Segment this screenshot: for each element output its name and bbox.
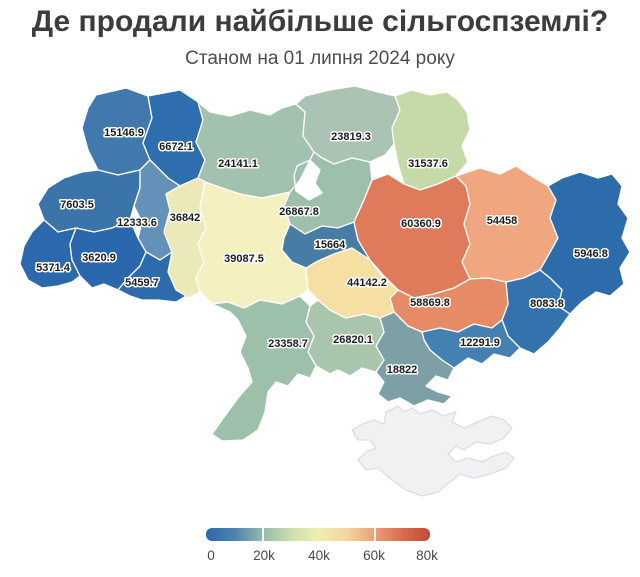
- region-value-label-zaporizhzhia: 12291.9: [460, 337, 500, 349]
- region-value-label-ivano-frankivsk: 3620.9: [82, 252, 116, 264]
- region-value-label-kherson: 18822: [387, 364, 418, 376]
- region-luhansk: [539, 171, 631, 315]
- region-value-label-kyiv: 26867.8: [279, 206, 319, 218]
- region-value-label-luhansk: 5946.8: [574, 248, 608, 260]
- page-subtitle: Станом на 01 липня 2024 року: [185, 48, 455, 69]
- region-value-label-odesa: 23358.7: [268, 338, 308, 350]
- region-value-label-kirovohrad: 44142.2: [347, 277, 387, 289]
- legend-tick-40k: 40k: [308, 548, 330, 563]
- region-value-label-vinnytsia: 39087.5: [224, 253, 264, 265]
- region-value-label-donetsk: 8083.8: [530, 298, 564, 310]
- region-value-label-ternopil: 12333.6: [117, 217, 157, 229]
- legend-separator: [262, 528, 264, 541]
- region-value-label-chernihiv: 23819.3: [331, 131, 371, 143]
- page-title: Де продали найбільше сільгоспземлі?: [31, 5, 609, 38]
- legend-tick-80k: 80k: [416, 548, 438, 563]
- region-value-label-poltava: 60360.9: [401, 218, 441, 230]
- region-value-label-kharkiv: 54458: [487, 215, 518, 227]
- region-value-label-lviv: 7603.5: [60, 199, 94, 211]
- legend-tick-0: 0: [207, 548, 215, 563]
- header: Де продали найбільше сільгоспземлі? Стан…: [0, 0, 640, 70]
- region-value-label-cherkasy: 15664: [315, 239, 346, 251]
- region-kirovohrad: [305, 247, 399, 319]
- color-legend: 0 20k 40k 60k 80k: [206, 528, 438, 566]
- region-crimea: [351, 405, 515, 497]
- legend-tick-labels: 0 20k 40k 60k 80k: [206, 548, 438, 566]
- region-value-label-volyn: 15146.9: [104, 127, 144, 139]
- region-odesa: [211, 295, 317, 442]
- region-value-label-mykolaiv: 26820.1: [333, 334, 373, 346]
- map-regions: [19, 85, 631, 497]
- region-value-label-zhytomyr: 24141.1: [218, 158, 258, 170]
- region-value-label-zakarpattia: 5371.4: [36, 262, 71, 274]
- legend-tick-60k: 60k: [363, 548, 385, 563]
- region-chernivtsi: [117, 251, 187, 303]
- region-value-label-rivne: 6672.1: [159, 141, 193, 153]
- legend-gradient-bar: [206, 528, 430, 541]
- legend-separator: [374, 528, 376, 541]
- region-value-label-sumy: 31537.6: [408, 158, 448, 170]
- legend-tick-20k: 20k: [253, 548, 275, 563]
- region-sumy: [391, 89, 471, 191]
- region-value-label-chernivtsi: 5459.7: [125, 277, 159, 289]
- region-value-label-khmelnytskyi: 36842: [170, 212, 201, 224]
- map-labels: 15146.9 6672.1 24141.1 23819.3 31537.6 26867.…: [35, 126, 610, 378]
- region-value-label-dnipro: 58869.8: [410, 297, 450, 309]
- region-chernihiv: [295, 85, 401, 165]
